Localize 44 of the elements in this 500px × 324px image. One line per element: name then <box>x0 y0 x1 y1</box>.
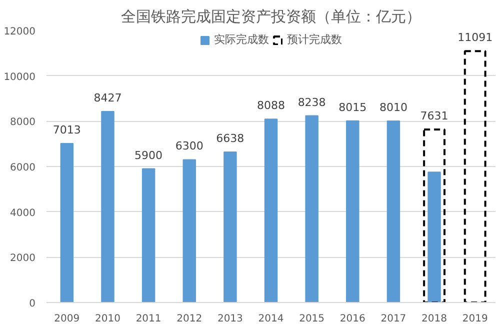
x-tick-label: 2017 <box>380 314 406 324</box>
bar <box>428 172 441 302</box>
bar <box>346 120 360 302</box>
data-label: 11091 <box>458 31 493 44</box>
y-tick-label: 0 <box>29 298 36 310</box>
x-tick-label: 2010 <box>95 314 120 324</box>
y-tick-label: 8000 <box>10 117 36 128</box>
x-tick-label: 2014 <box>258 314 284 324</box>
x-tick-label: 2013 <box>217 314 243 324</box>
y-tick-label: 6000 <box>10 162 36 174</box>
y-tick-label: 2000 <box>10 253 36 264</box>
bar <box>224 152 237 302</box>
data-label: 8010 <box>379 100 408 114</box>
legend-label: 预计完成数 <box>287 32 342 47</box>
data-label: 7631 <box>420 110 448 123</box>
bar <box>182 159 196 302</box>
bar <box>386 120 400 302</box>
data-label: 6638 <box>216 132 244 146</box>
bar <box>60 143 74 302</box>
bar <box>264 118 278 302</box>
chart-title: 全国铁路完成固定资产投资额（单位：亿元） <box>121 8 421 26</box>
x-tick-label: 2019 <box>462 314 488 324</box>
data-label: 7013 <box>52 124 81 137</box>
y-tick-label: 12000 <box>4 26 36 38</box>
bar <box>101 110 114 302</box>
bar <box>464 50 486 302</box>
data-label: 8427 <box>94 91 122 104</box>
data-label: 6300 <box>175 140 204 153</box>
y-tick-label: 10000 <box>4 72 36 83</box>
x-tick-label: 2012 <box>176 314 202 324</box>
data-label: 8088 <box>257 99 286 112</box>
x-tick-label: 2018 <box>422 314 447 324</box>
x-tick-label: 2015 <box>299 314 325 324</box>
bar <box>423 128 446 302</box>
x-tick-label: 2016 <box>340 314 366 324</box>
y-tick-label: 4000 <box>10 208 36 219</box>
bar <box>305 115 318 302</box>
data-label: 5900 <box>134 148 163 162</box>
data-label: 8015 <box>338 100 367 114</box>
legend-label: 实际完成数 <box>214 32 269 47</box>
bar <box>142 168 156 302</box>
data-label: 8238 <box>298 96 326 109</box>
x-tick-label: 2011 <box>136 314 162 324</box>
x-tick-label: 2009 <box>54 314 80 324</box>
